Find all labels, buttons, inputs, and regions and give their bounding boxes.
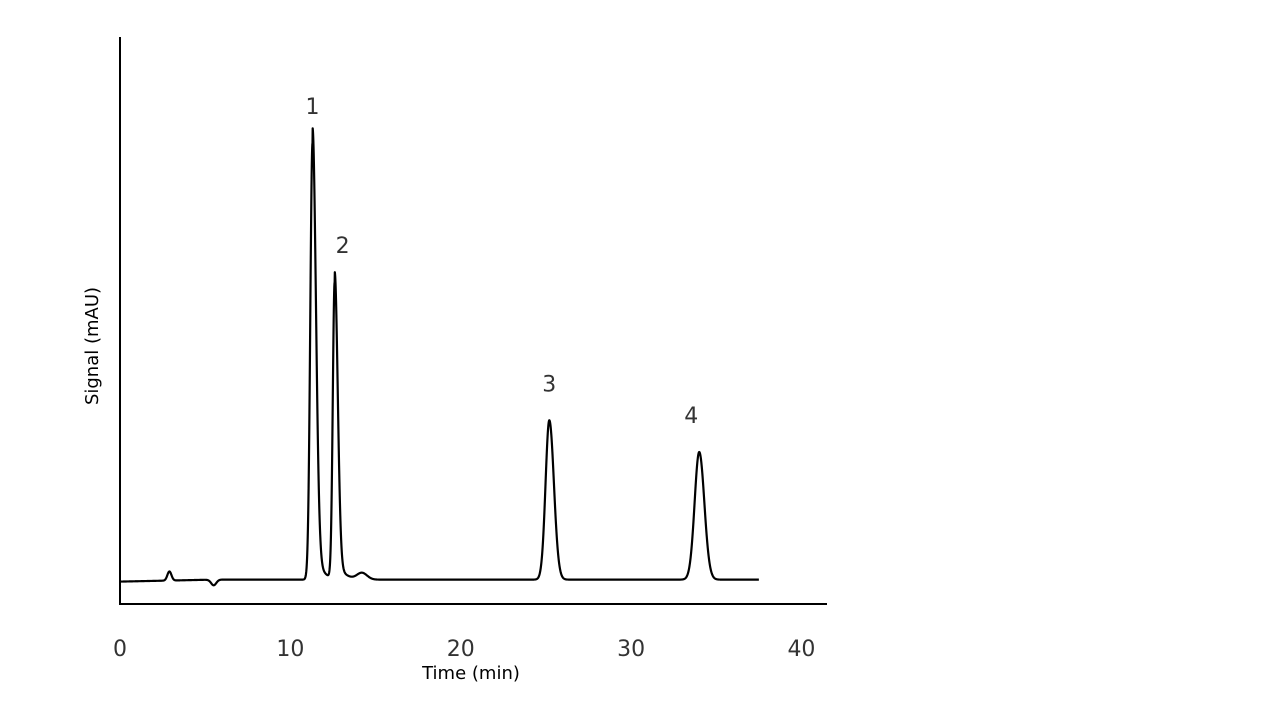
x-tick-label: 20 — [447, 637, 475, 662]
peak-label-1: 1 — [306, 95, 320, 120]
x-tick-label: 40 — [787, 637, 815, 662]
y-axis-title: Signal (mAU) — [82, 287, 103, 405]
x-axis-title: Time (min) — [421, 663, 520, 684]
x-tick-label: 30 — [617, 637, 645, 662]
x-tick-labels: 0 10 20 30 40 — [113, 637, 815, 662]
x-tick-label: 10 — [276, 637, 304, 662]
x-tick-label: 0 — [113, 637, 127, 662]
peak-label-2: 2 — [336, 234, 350, 259]
peak-label-3: 3 — [542, 372, 556, 397]
peak-labels: 1 2 3 4 — [306, 95, 699, 429]
peak-label-4: 4 — [684, 404, 698, 429]
chromatogram-trace — [119, 127, 760, 587]
